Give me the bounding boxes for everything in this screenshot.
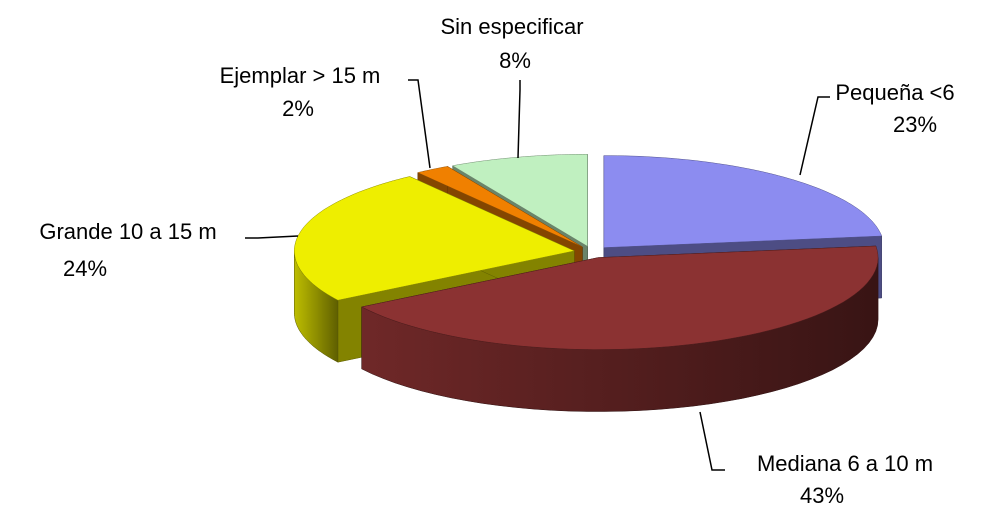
slice-value-label: 23% — [893, 112, 937, 137]
slice — [416, 166, 583, 248]
slice — [360, 245, 879, 350]
slice-value-label: 8% — [499, 48, 531, 73]
slice-value-label: 24% — [63, 256, 107, 281]
pie — [294, 154, 883, 412]
leader-line — [799, 96, 830, 176]
slice-label: Sin especificar — [440, 14, 583, 39]
slice-value-label: 2% — [282, 96, 314, 121]
leader-line — [408, 79, 431, 169]
slice-value-label: 43% — [800, 483, 844, 508]
leader-line — [245, 235, 299, 239]
labels: Pequeña <6 23% Mediana 6 a 10 m 43% Grande 1… — [39, 14, 954, 508]
slice-label: Grande 10 a 15 m — [39, 219, 216, 244]
slice-label: Ejemplar > 15 m — [220, 63, 381, 88]
slice — [603, 155, 883, 248]
leader-line — [699, 411, 725, 471]
slice-label: Mediana 6 a 10 m — [757, 451, 933, 476]
slice-label: Pequeña <6 — [835, 80, 954, 105]
leader-line — [517, 80, 521, 159]
slice — [294, 176, 576, 301]
